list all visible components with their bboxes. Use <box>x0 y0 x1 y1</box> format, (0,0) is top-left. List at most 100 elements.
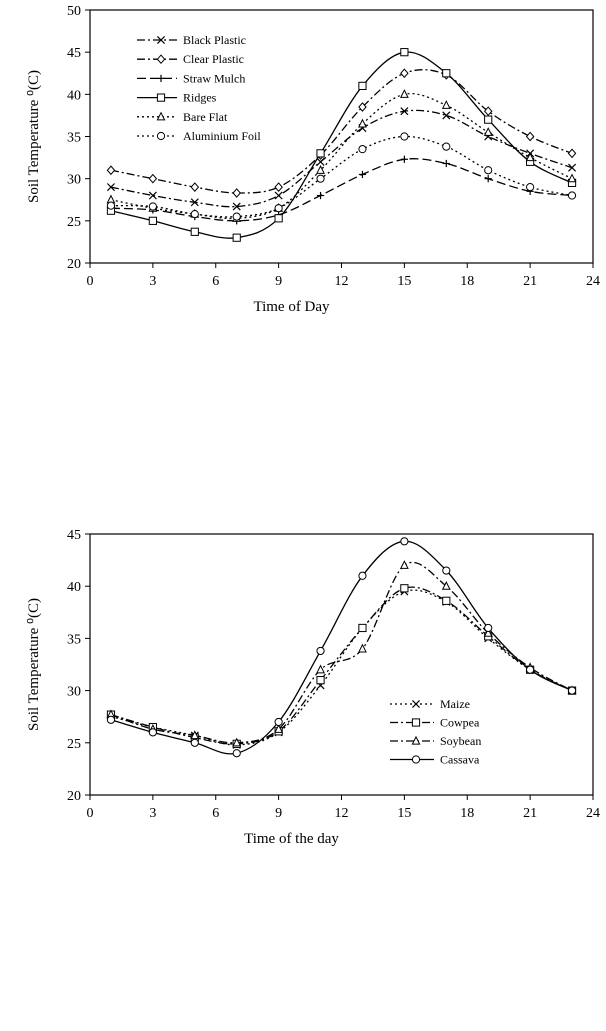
data-point <box>190 182 200 192</box>
data-point <box>358 102 367 112</box>
data-point <box>358 118 367 128</box>
y-tick-label: 20 <box>67 789 81 804</box>
data-point <box>232 212 241 221</box>
x-tick-label: 12 <box>335 274 349 289</box>
data-point <box>441 100 451 109</box>
data-point <box>148 216 157 225</box>
data-point <box>483 627 493 637</box>
data-point <box>400 68 409 79</box>
data-point <box>148 191 157 200</box>
data-point <box>190 730 200 740</box>
series-straw-mulch <box>107 155 576 225</box>
y-tick-label: 45 <box>67 46 81 61</box>
data-point <box>442 111 451 120</box>
chart-bottom: 0 3 6 9 12 15 18 21 24 20 25 30 35 40 45 Time of the da… <box>26 528 600 847</box>
data-point <box>399 89 409 98</box>
series-line <box>110 158 573 222</box>
data-point <box>232 737 242 747</box>
y-tick-label: 25 <box>67 215 81 230</box>
data-point <box>190 198 199 207</box>
data-point <box>106 183 115 192</box>
data-point <box>526 665 535 674</box>
data-point <box>525 131 535 142</box>
legend-marker <box>411 718 421 727</box>
x-tick-label: 12 <box>335 806 349 821</box>
y-tick-label: 50 <box>67 4 81 19</box>
data-point <box>190 209 199 219</box>
legend-label: Black Plastic <box>183 33 246 47</box>
legend-label: Aluminium Foil <box>183 129 261 143</box>
series-cassava <box>106 537 577 758</box>
data-point <box>316 149 325 158</box>
x-tick-label: 21 <box>523 274 537 289</box>
legend-entry: Bare Flat <box>137 110 228 124</box>
legend-entry: Clear Plastic <box>137 52 244 66</box>
data-point <box>148 202 157 211</box>
series-cowpea <box>106 584 577 748</box>
data-point <box>567 686 577 695</box>
y-tick-label: 40 <box>67 88 81 103</box>
data-point <box>568 163 577 172</box>
data-point <box>442 159 450 168</box>
data-point <box>484 623 493 633</box>
legend-label: Clear Plastic <box>183 52 244 66</box>
data-point <box>316 664 325 674</box>
data-point <box>484 166 493 175</box>
legend-entry: Maize <box>390 697 470 711</box>
data-point <box>400 132 409 141</box>
data-point <box>441 580 451 590</box>
data-point <box>148 173 158 184</box>
y-tick-label: 35 <box>67 632 81 647</box>
x-axis-label: Time of Day <box>253 299 330 315</box>
y-tick-label: 30 <box>67 173 81 188</box>
data-point <box>190 738 199 747</box>
data-point <box>232 202 241 211</box>
x-tick-label: 6 <box>212 274 219 289</box>
data-point <box>358 643 367 653</box>
legend-entry: Ridges <box>137 91 217 105</box>
y-tick-label: 45 <box>67 528 81 543</box>
series-line <box>110 69 573 194</box>
data-point <box>400 155 408 163</box>
data-point <box>148 728 157 737</box>
x-tick-label: 0 <box>87 274 94 289</box>
series-line <box>110 589 573 746</box>
legend-entry: Cowpea <box>390 716 480 730</box>
data-point <box>358 145 367 154</box>
data-point <box>358 81 367 91</box>
x-tick-label: 9 <box>275 274 282 289</box>
legend-marker <box>156 111 166 121</box>
legend-entry: Straw Mulch <box>137 71 245 85</box>
data-point <box>358 571 367 580</box>
x-tick-label: 24 <box>586 274 600 289</box>
legend-entry: Cassava <box>390 753 480 767</box>
data-point <box>483 127 493 136</box>
data-point <box>358 623 367 633</box>
x-tick-label: 3 <box>149 806 156 821</box>
data-point <box>400 584 409 593</box>
data-point <box>400 537 409 546</box>
legend-label: Cowpea <box>440 716 480 730</box>
legend-marker <box>156 131 166 141</box>
data-point <box>106 715 116 724</box>
x-tick-label: 15 <box>397 274 411 289</box>
legend-entry: Black Plastic <box>137 33 246 47</box>
x-tick-label: 3 <box>149 274 156 289</box>
y-axis-label: Soil Temperature ⁰(C) <box>26 70 42 203</box>
data-point <box>274 191 283 200</box>
data-point <box>316 676 325 685</box>
x-tick-label: 9 <box>275 806 282 821</box>
legend-marker <box>156 35 166 45</box>
legend-marker <box>411 735 421 745</box>
series-line <box>110 51 573 239</box>
series-line <box>110 109 573 208</box>
y-tick-label: 30 <box>67 685 81 700</box>
x-tick-label: 18 <box>460 274 474 289</box>
data-point <box>484 175 492 183</box>
data-point <box>232 188 241 198</box>
y-tick-label: 35 <box>67 131 81 146</box>
data-point <box>526 183 535 192</box>
data-point <box>442 566 451 575</box>
legend-marker <box>156 54 166 65</box>
legend-entry: Aluminium Foil <box>137 129 261 143</box>
